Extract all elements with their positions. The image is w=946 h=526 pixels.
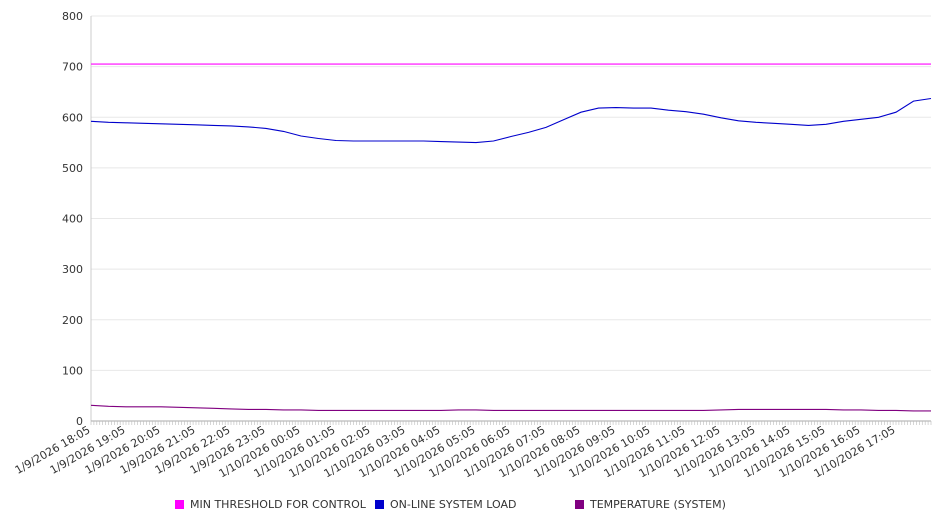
y-tick-label: 400 [62, 213, 83, 226]
legend-swatch-system-load [375, 500, 384, 509]
y-tick-label: 0 [76, 415, 83, 428]
y-tick-label: 500 [62, 162, 83, 175]
y-axis-ticks: 0 100 200 300 400 500 600 700 800 [62, 10, 83, 428]
y-tick-label: 800 [62, 10, 83, 23]
legend-label-min-threshold: MIN THRESHOLD FOR CONTROL [190, 498, 366, 511]
y-tick-label: 200 [62, 314, 83, 327]
y-tick-label: 600 [62, 111, 83, 124]
legend: MIN THRESHOLD FOR CONTROL ON-LINE SYSTEM… [0, 498, 946, 514]
y-tick-label: 700 [62, 61, 83, 74]
legend-item-min-threshold: MIN THRESHOLD FOR CONTROL [175, 498, 366, 511]
grid-lines [91, 15, 931, 422]
legend-label-temperature: TEMPERATURE (SYSTEM) [590, 498, 726, 511]
legend-swatch-temperature [575, 500, 584, 509]
series-line-temperature [90, 404, 931, 412]
legend-swatch-min-threshold [175, 500, 184, 509]
y-tick-label: 100 [62, 364, 83, 377]
legend-label-system-load: ON-LINE SYSTEM LOAD [390, 498, 517, 511]
legend-item-temperature: TEMPERATURE (SYSTEM) [575, 498, 726, 511]
series-lines [90, 63, 932, 412]
legend-item-system-load: ON-LINE SYSTEM LOAD [375, 498, 516, 511]
axes [90, 16, 932, 425]
y-tick-label: 300 [62, 263, 83, 276]
x-axis-ticks: 1/9/2026 18:051/9/2026 19:051/9/2026 20:… [13, 423, 898, 480]
series-line-system-load [90, 97, 932, 144]
